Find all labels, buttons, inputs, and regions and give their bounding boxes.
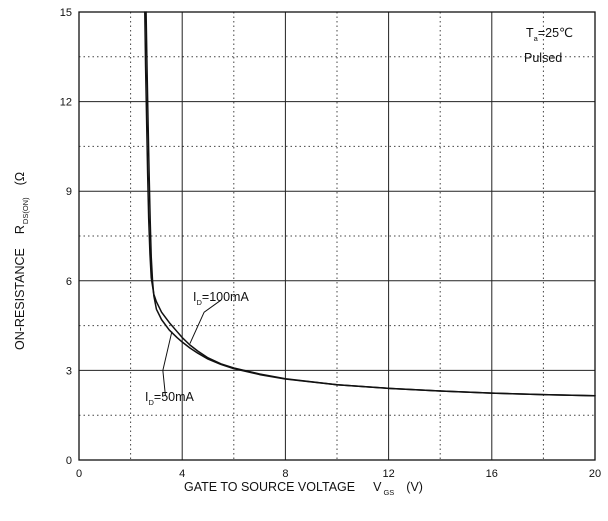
annotation-pulsed: Pulsed xyxy=(524,51,562,65)
minor-grid xyxy=(79,12,595,460)
x-tick-label: 12 xyxy=(382,468,394,480)
series-label-50ma: ID=50mA xyxy=(145,390,195,407)
y-tick-label: 6 xyxy=(66,276,72,288)
x-tick-label: 0 xyxy=(76,468,82,480)
series-line-50ma xyxy=(145,11,596,397)
x-tick-label: 16 xyxy=(486,468,498,480)
y-tick-labels: 0 3 6 9 12 15 xyxy=(60,7,72,467)
y-tick-label: 9 xyxy=(66,186,72,198)
y-tick-label: 12 xyxy=(60,97,72,109)
x-axis-label: GATE TO SOURCE VOLTAGE V GS (V) xyxy=(184,480,423,497)
series-layer xyxy=(144,11,596,397)
annotation-temperature: Ta=25℃ xyxy=(526,26,573,43)
leader-line-100ma xyxy=(189,299,222,344)
y-tick-label: 3 xyxy=(66,365,72,377)
x-tick-label: 20 xyxy=(589,468,601,480)
leader-line-50ma xyxy=(162,331,173,396)
series-line-100ma xyxy=(144,11,596,397)
series-label-100ma: ID=100mA xyxy=(193,290,249,307)
y-axis-label: ON-RESISTANCERDS(ON)(Ω xyxy=(13,172,30,350)
x-tick-label: 8 xyxy=(282,468,288,480)
plot-frame xyxy=(78,11,596,461)
y-tick-label: 0 xyxy=(66,455,72,467)
x-tick-labels: 0 4 8 12 16 20 xyxy=(76,468,601,480)
y-tick-label: 15 xyxy=(60,7,72,19)
major-grid xyxy=(79,12,595,460)
x-tick-label: 4 xyxy=(179,468,185,480)
